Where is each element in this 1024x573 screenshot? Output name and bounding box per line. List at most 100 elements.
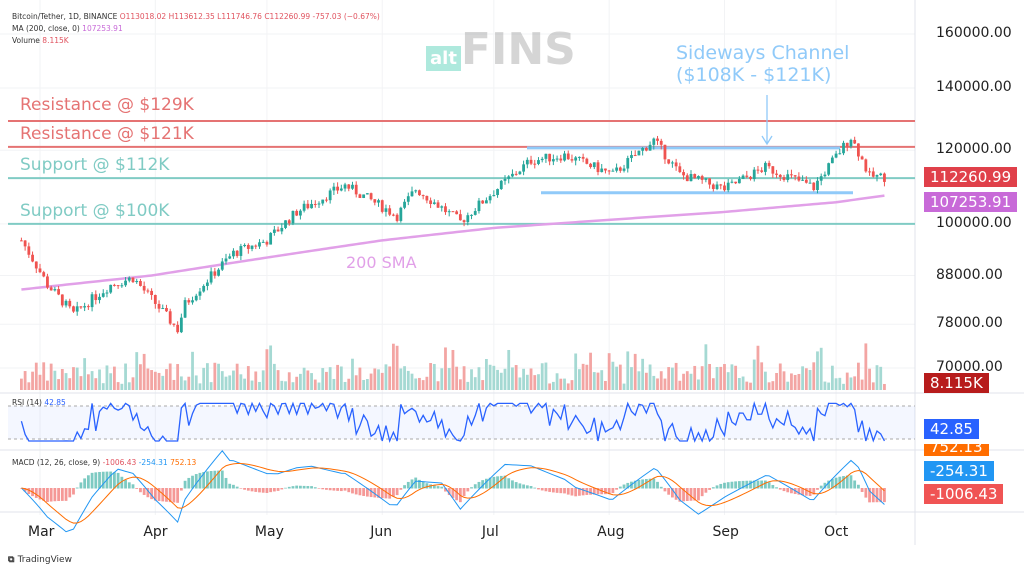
- volume-bar: [440, 368, 444, 390]
- candle-body: [663, 144, 667, 160]
- macd-histogram-bar: [336, 488, 339, 491]
- volume-bar: [124, 363, 127, 390]
- candle-body: [299, 210, 302, 216]
- candle-body: [596, 162, 600, 173]
- volume-bar: [90, 371, 94, 390]
- price-tick-label: 100000.00: [936, 214, 1012, 231]
- macd-histogram-bar: [295, 485, 299, 489]
- macd-histogram-bar: [775, 487, 778, 489]
- candle-body: [179, 317, 183, 333]
- macd-histogram-bar: [291, 486, 295, 489]
- macd-histogram-bar: [365, 488, 369, 497]
- macd-legend[interactable]: MACD (12, 26, close, 9) -1006.43 -254.31…: [12, 458, 196, 467]
- candle-body: [313, 203, 317, 205]
- macd-histogram-bar: [351, 488, 354, 494]
- month-tick-label: Mar: [28, 524, 55, 540]
- volume-bar: [518, 377, 522, 390]
- macd-hist-tag: -1006.43: [924, 484, 1004, 504]
- macd-histogram-bar: [232, 484, 235, 489]
- macd-histogram-bar: [797, 488, 801, 495]
- month-tick-label: Oct: [824, 524, 849, 540]
- volume-tag: 8.115K: [924, 373, 989, 393]
- macd-histogram-bar: [477, 481, 481, 489]
- support-100k-label: Support @ $100K: [20, 201, 170, 221]
- macd-histogram-bar: [801, 488, 804, 496]
- candle-body: [243, 244, 246, 247]
- candle-body: [630, 155, 633, 159]
- candle-body: [481, 200, 485, 204]
- volume-legend[interactable]: Volume 8.115K: [12, 36, 69, 45]
- support-112k-label: Support @ $112K: [20, 155, 170, 175]
- symbol-legend[interactable]: Bitcoin/Tether, 1D, BINANCE O113018.02 H…: [12, 12, 380, 21]
- volume-bar: [589, 352, 592, 390]
- volume-bar: [165, 369, 168, 390]
- rsi-legend[interactable]: RSI (14) 42.85: [12, 398, 66, 407]
- macd-histogram-bar: [804, 488, 808, 496]
- macd-histogram-bar: [306, 486, 310, 489]
- volume-bar: [168, 363, 172, 390]
- volume-bar: [254, 371, 258, 390]
- macd-histogram-bar: [834, 477, 838, 489]
- candle-body: [168, 311, 172, 324]
- macd-histogram-bar: [451, 488, 455, 498]
- price-tick-label: 78000.00: [936, 315, 1003, 332]
- macd-histogram-bar: [165, 488, 168, 502]
- candle-body: [351, 184, 354, 189]
- month-tick-label: Aug: [597, 524, 625, 540]
- candle-body: [816, 180, 819, 191]
- volume-bar: [447, 368, 451, 390]
- macd-histogram-bar: [618, 486, 622, 489]
- candle-body: [570, 159, 574, 161]
- price-tick-label: 160000.00: [936, 25, 1012, 41]
- candle-body: [842, 142, 845, 154]
- macd-histogram-bar: [369, 488, 373, 498]
- candle-body: [306, 203, 310, 209]
- macd-histogram-bar: [265, 488, 269, 493]
- volume-bar: [522, 368, 525, 390]
- candle-body: [432, 202, 436, 204]
- macd-histogram-bar: [581, 488, 585, 496]
- logo-fins: FINS: [460, 24, 576, 75]
- macd-histogram-bar: [317, 488, 321, 489]
- volume-bar: [209, 382, 213, 390]
- volume-bar: [704, 344, 708, 390]
- macd-histogram-bar: [250, 488, 254, 492]
- volume-bar: [496, 369, 499, 390]
- macd-histogram-bar: [272, 488, 276, 492]
- volume-bar: [730, 364, 734, 390]
- macd-histogram-bar: [280, 488, 284, 490]
- macd-histogram-bar: [60, 488, 64, 501]
- close-value: C112260.99: [264, 12, 311, 21]
- volume-bar: [737, 378, 741, 390]
- volume-bar: [146, 368, 150, 390]
- candle-body: [302, 203, 306, 211]
- candle-body: [548, 153, 552, 162]
- macd-histogram-bar: [447, 488, 451, 496]
- rsi-label: RSI (14): [12, 398, 42, 407]
- macd-signal-value: 752.13: [170, 458, 197, 467]
- macd-histogram-bar: [786, 488, 790, 493]
- candle-body: [75, 306, 79, 312]
- ma-legend[interactable]: MA (200, close, 0) 107253.91: [12, 24, 123, 33]
- macd-histogram-bar: [209, 471, 213, 489]
- candle-body: [723, 185, 726, 191]
- tradingview-logo[interactable]: ⧉ TradingView: [8, 555, 72, 565]
- volume-bar: [544, 362, 548, 390]
- candle-body: [317, 203, 321, 205]
- volume-bar: [511, 367, 514, 390]
- macd-histogram-bar: [168, 488, 172, 503]
- candle-body: [291, 210, 295, 224]
- candle-body: [667, 159, 671, 164]
- macd-histogram-bar: [830, 478, 834, 489]
- volume-bar: [834, 378, 838, 390]
- macd-histogram-bar: [574, 488, 578, 497]
- volume-bar: [778, 363, 782, 390]
- macd-histogram-bar: [533, 487, 537, 489]
- volume-bar: [220, 371, 224, 390]
- volume-bar: [857, 362, 860, 390]
- macd-histogram-bar: [819, 485, 823, 489]
- macd-histogram-bar: [176, 488, 180, 503]
- candle-body: [447, 211, 451, 213]
- candle-body: [120, 285, 124, 287]
